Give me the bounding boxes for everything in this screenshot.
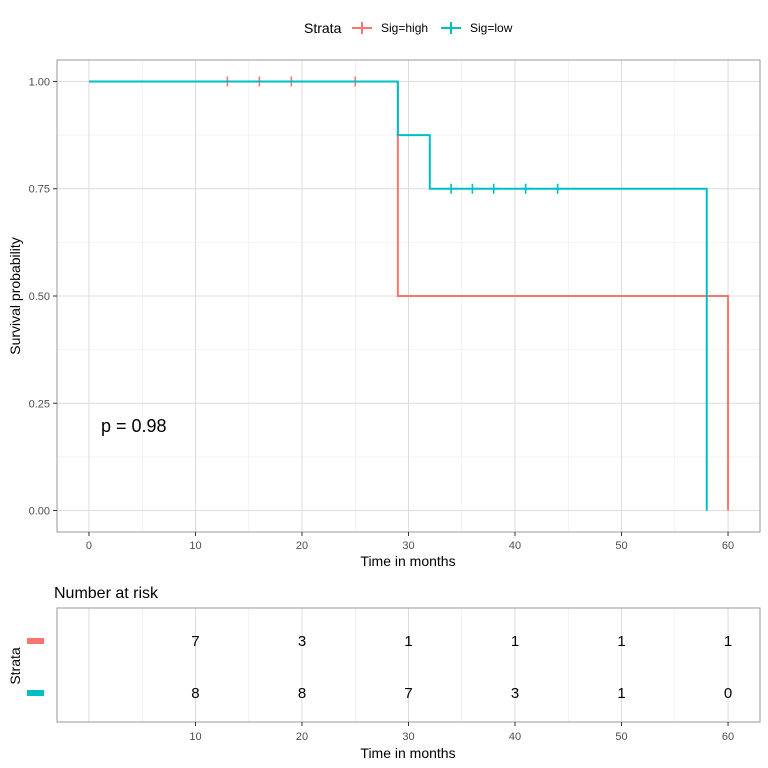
x-tick-label: 40 — [509, 540, 521, 552]
risk-table-panel: 7 3 1 1 1 18 8 7 3 1 010 20 30 40 50 60 — [27, 607, 761, 743]
y-axis-title: Survival probability — [7, 237, 23, 355]
risk-count: 1 — [617, 685, 625, 702]
legend-item-sig-low: Sig=low — [441, 21, 513, 35]
legend-title: Strata — [304, 20, 342, 36]
x-tick-label: 0 — [86, 540, 92, 552]
series-sig-low — [88, 80, 708, 511]
risk-count: 3 — [511, 685, 519, 702]
risk-table-y-title: Strata — [7, 647, 23, 685]
x-axis-title: Time in months — [360, 553, 455, 569]
x-tick-label: 30 — [402, 540, 414, 552]
risk-x-tick-label: 10 — [189, 731, 201, 743]
risk-x-tick-label: 50 — [615, 731, 627, 743]
risk-row-color-key — [27, 638, 44, 644]
censor-mark — [446, 183, 457, 194]
risk-row-sig-high: 7 3 1 1 1 1 — [27, 633, 732, 650]
risk-row-color-key — [27, 690, 44, 696]
risk-count: 1 — [724, 633, 732, 650]
y-tick-label: 0.25 — [29, 398, 50, 410]
legend: Strata Sig=high Sig=low — [304, 20, 513, 36]
risk-table-title: Number at risk — [54, 585, 159, 602]
censor-mark — [488, 183, 499, 194]
risk-x-tick-label: 30 — [402, 731, 414, 743]
x-tick-label: 20 — [296, 540, 308, 552]
risk-count: 3 — [298, 633, 306, 650]
risk-count: 1 — [511, 633, 519, 650]
risk-count: 7 — [404, 685, 412, 702]
legend-items: Sig=high Sig=low — [352, 21, 513, 35]
legend-label: Sig=low — [470, 21, 513, 35]
censor-mark — [467, 183, 478, 194]
x-tick-label: 60 — [722, 540, 734, 552]
censor-mark — [552, 183, 563, 194]
risk-row-sig-low: 8 8 7 3 1 0 — [27, 685, 732, 702]
y-tick-label: 1.00 — [29, 76, 50, 88]
risk-count: 0 — [724, 685, 732, 702]
risk-count: 8 — [298, 685, 306, 702]
y-tick-label: 0.50 — [29, 291, 50, 303]
y-tick-label: 0.75 — [29, 184, 50, 196]
risk-count: 7 — [191, 633, 199, 650]
risk-count: 8 — [191, 685, 199, 702]
survival-plot-panel: 0 10 20 30 40 50 60 0.00 0.25 0.50 0.75 1.00 — [29, 59, 761, 552]
risk-count: 1 — [404, 633, 412, 650]
risk-x-tick-label: 40 — [509, 731, 521, 743]
censor-mark — [520, 183, 531, 194]
survival-curve-sig-low — [88, 80, 708, 511]
risk-x-tick-label: 60 — [722, 731, 734, 743]
legend-item-sig-high: Sig=high — [352, 21, 428, 35]
y-tick-label: 0.00 — [29, 506, 50, 518]
risk-table-x-title: Time in months — [360, 745, 455, 761]
legend-label: Sig=high — [381, 21, 428, 35]
risk-x-tick-label: 20 — [296, 731, 308, 743]
risk-count: 1 — [617, 633, 625, 650]
p-value-annotation: p = 0.98 — [101, 416, 167, 436]
x-tick-label: 50 — [615, 540, 627, 552]
x-tick-label: 10 — [189, 540, 201, 552]
